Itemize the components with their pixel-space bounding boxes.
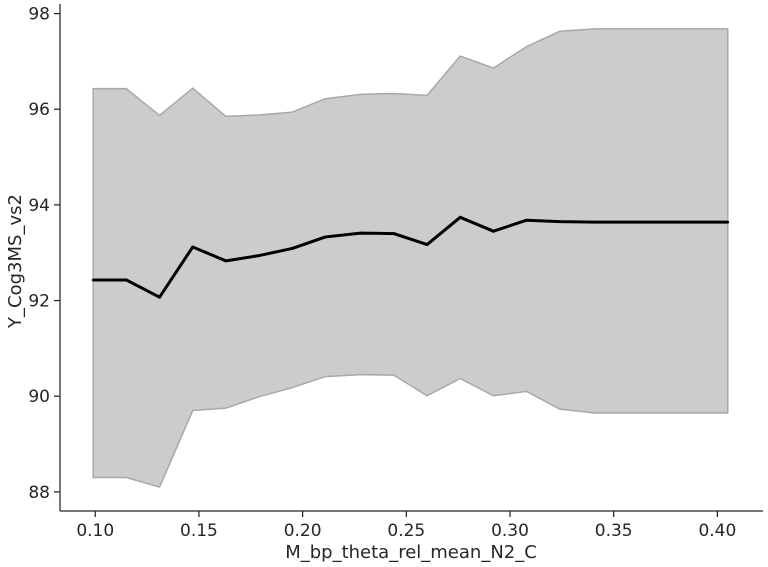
- data-point: [359, 231, 363, 235]
- x-tick-label: 0.40: [698, 521, 736, 541]
- x-tick-label: 0.10: [76, 521, 114, 541]
- data-point: [593, 220, 597, 224]
- y-tick-label: 90: [28, 387, 50, 407]
- series-line-layer: [91, 215, 730, 299]
- confidence-band-layer: [92, 28, 729, 488]
- data-point: [425, 243, 429, 246]
- data-point: [158, 295, 161, 299]
- data-point: [525, 218, 528, 222]
- y-tick-label: 96: [28, 100, 50, 120]
- data-point: [726, 220, 730, 224]
- data-point: [324, 235, 327, 239]
- data-point: [392, 232, 396, 235]
- confidence-band: [92, 28, 729, 488]
- axes: 0.10 0.15 0.20 0.25 0.30 0.35 0.40 88 90 92 94 96 98: [28, 4, 763, 541]
- data-point: [191, 245, 195, 249]
- data-point: [458, 215, 462, 219]
- data-point: [224, 259, 228, 263]
- y-tick-label: 88: [28, 483, 50, 503]
- x-tick-label: 0.30: [491, 521, 529, 541]
- y-axis-label: Y_Cog3MS_vs2: [5, 194, 26, 329]
- y-tick-label: 92: [28, 292, 50, 312]
- x-tick-label: 0.20: [284, 521, 322, 541]
- y-tick-label: 98: [28, 5, 50, 25]
- data-point: [124, 278, 128, 282]
- data-point: [257, 254, 261, 257]
- y-tick-label: 94: [28, 196, 50, 216]
- x-tick-label: 0.15: [180, 521, 218, 541]
- data-point: [558, 220, 562, 224]
- x-axis-label: M_bp_theta_rel_mean_N2_C: [285, 542, 537, 563]
- x-tick-label: 0.25: [387, 521, 425, 541]
- data-point: [492, 229, 495, 233]
- x-tick-label: 0.35: [595, 521, 633, 541]
- data-point: [290, 247, 294, 250]
- data-point: [91, 278, 95, 282]
